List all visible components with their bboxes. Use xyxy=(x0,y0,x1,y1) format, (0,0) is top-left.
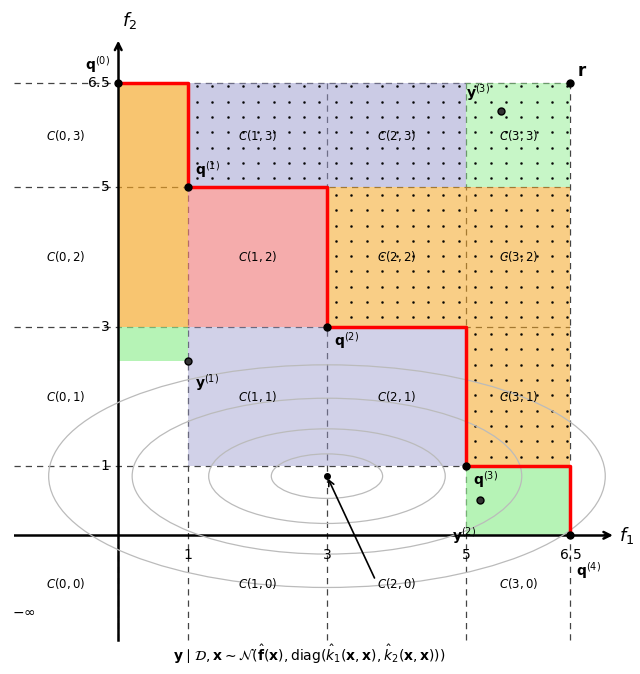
Text: $f_1$: $f_1$ xyxy=(619,525,634,546)
Text: $C(1,1)$: $C(1,1)$ xyxy=(237,389,277,404)
Text: $\mathbf{q}^{(1)}$: $\mathbf{q}^{(1)}$ xyxy=(195,160,220,181)
Text: $\mathbf{y}^{(1)}$: $\mathbf{y}^{(1)}$ xyxy=(195,372,219,393)
Bar xyxy=(327,83,466,187)
Bar xyxy=(327,187,466,327)
Text: $\mathbf{y} \mid \mathcal{D}, \mathbf{x} \sim \mathcal{N}(\hat{\mathbf{f}}(\math: $\mathbf{y} \mid \mathcal{D}, \mathbf{x}… xyxy=(173,643,446,667)
Text: $C(2,3)$: $C(2,3)$ xyxy=(377,128,416,143)
Text: $6.5$: $6.5$ xyxy=(559,548,582,562)
Text: $C(3,0)$: $C(3,0)$ xyxy=(499,576,538,592)
Text: $5$: $5$ xyxy=(100,181,110,194)
Bar xyxy=(118,83,188,187)
Bar xyxy=(118,327,188,361)
Text: $\mathbf{q}^{(4)}$: $\mathbf{q}^{(4)}$ xyxy=(576,559,601,580)
Bar xyxy=(466,327,570,466)
Text: $\mathbf{q}^{(0)}$: $\mathbf{q}^{(0)}$ xyxy=(85,54,110,75)
Text: $3$: $3$ xyxy=(100,319,110,334)
Text: $\mathbf{y}^{(2)}$: $\mathbf{y}^{(2)}$ xyxy=(452,525,477,546)
Text: $\mathbf{y}^{(3)}$: $\mathbf{y}^{(3)}$ xyxy=(467,82,490,102)
Text: $C(0,3)$: $C(0,3)$ xyxy=(46,128,86,143)
Text: $C(2,0)$: $C(2,0)$ xyxy=(377,576,416,592)
Text: $-\infty$: $-\infty$ xyxy=(12,605,36,619)
Bar xyxy=(188,83,327,187)
Text: $3$: $3$ xyxy=(322,548,332,562)
Bar xyxy=(188,187,327,327)
Text: $5$: $5$ xyxy=(461,548,471,562)
Bar xyxy=(188,327,466,466)
Text: $C(3,1)$: $C(3,1)$ xyxy=(499,389,538,404)
Text: $C(1,2)$: $C(1,2)$ xyxy=(237,249,277,264)
Text: $\mathbf{q}^{(2)}$: $\mathbf{q}^{(2)}$ xyxy=(334,330,359,351)
Text: $C(0,0)$: $C(0,0)$ xyxy=(46,576,86,592)
Text: $C(3,3)$: $C(3,3)$ xyxy=(499,128,538,143)
Text: $6.5$: $6.5$ xyxy=(87,76,110,90)
Text: $C(1,0)$: $C(1,0)$ xyxy=(237,576,277,592)
Text: $f_2$: $f_2$ xyxy=(122,10,137,31)
Bar xyxy=(466,83,570,187)
Text: $C(2,2)$: $C(2,2)$ xyxy=(377,249,416,264)
Text: $1$: $1$ xyxy=(100,459,110,472)
Text: $C(2,1)$: $C(2,1)$ xyxy=(377,389,416,404)
Text: $1$: $1$ xyxy=(183,548,193,562)
Text: $C(1,3)$: $C(1,3)$ xyxy=(237,128,277,143)
Text: $C(0,1)$: $C(0,1)$ xyxy=(46,389,86,404)
Text: $C(3,2)$: $C(3,2)$ xyxy=(499,249,538,264)
Bar xyxy=(466,187,570,327)
Bar xyxy=(466,466,570,535)
Text: $\mathbf{q}^{(3)}$: $\mathbf{q}^{(3)}$ xyxy=(473,469,498,490)
Text: $\mathbf{r}$: $\mathbf{r}$ xyxy=(577,62,588,80)
Text: $C(0,2)$: $C(0,2)$ xyxy=(46,249,86,264)
Bar xyxy=(118,187,188,327)
